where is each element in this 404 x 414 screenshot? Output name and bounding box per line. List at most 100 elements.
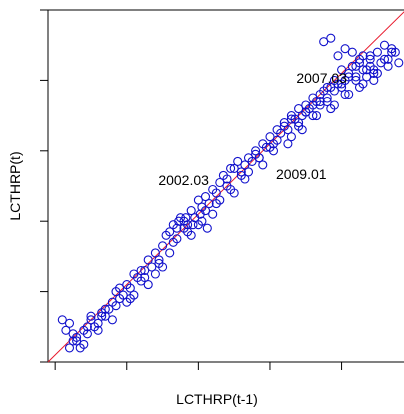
reference-line — [47, 11, 404, 363]
data-point — [261, 142, 271, 152]
annotation-label: 2007.03 — [296, 70, 347, 86]
data-point — [211, 199, 221, 209]
data-point — [215, 177, 225, 188]
data-point — [82, 329, 92, 339]
data-point — [337, 82, 347, 92]
data-point — [387, 47, 397, 57]
data-point — [143, 280, 153, 290]
data-point — [354, 54, 365, 64]
data-point — [240, 174, 250, 184]
annotation-label: 2002.03 — [158, 172, 209, 188]
annotation-label: 2009.01 — [276, 166, 327, 182]
data-point — [111, 301, 121, 311]
data-point — [150, 269, 160, 279]
data-point — [390, 47, 400, 57]
plot-area — [47, 11, 404, 363]
data-point — [358, 65, 368, 75]
data-point — [369, 68, 379, 78]
data-point — [308, 111, 318, 121]
data-point — [222, 174, 232, 184]
data-point — [243, 167, 254, 177]
data-point — [268, 146, 279, 156]
data-point — [61, 325, 71, 335]
data-point — [344, 89, 354, 100]
data-point — [283, 139, 293, 149]
data-point — [125, 283, 135, 293]
data-point — [333, 51, 343, 61]
data-point — [226, 184, 236, 195]
data-point — [195, 209, 205, 219]
data-point — [93, 325, 103, 335]
data-point — [351, 61, 361, 71]
data-point — [97, 311, 107, 321]
data-point — [311, 111, 322, 121]
data-point — [347, 61, 357, 71]
data-point — [64, 343, 75, 353]
data-point — [369, 65, 379, 75]
data-points — [57, 33, 404, 353]
data-point — [168, 237, 178, 247]
data-point — [158, 241, 168, 251]
x-axis-label: LCTHRP(t-1) — [176, 391, 258, 407]
data-point — [111, 287, 121, 297]
data-point — [358, 79, 368, 89]
data-point — [86, 311, 96, 321]
data-point — [315, 96, 325, 107]
data-point — [351, 75, 361, 85]
data-point — [308, 100, 318, 110]
data-point — [240, 160, 250, 170]
data-point — [369, 75, 379, 85]
data-point — [254, 153, 264, 163]
data-point — [82, 322, 92, 332]
axis-ticks — [40, 9, 343, 370]
data-point — [326, 33, 336, 43]
data-point — [147, 262, 157, 272]
data-point — [322, 96, 332, 107]
data-point — [247, 156, 257, 166]
data-point — [265, 132, 275, 142]
data-point — [208, 209, 218, 219]
data-point — [319, 37, 329, 47]
data-point — [337, 65, 347, 75]
data-point — [200, 192, 211, 202]
data-point — [226, 163, 236, 173]
data-point — [258, 160, 268, 170]
data-point — [100, 304, 110, 314]
data-point — [294, 104, 304, 114]
data-point — [379, 40, 390, 50]
data-point — [136, 276, 146, 286]
data-point — [86, 315, 96, 325]
data-point — [394, 58, 404, 68]
data-point — [72, 336, 82, 346]
data-point — [372, 47, 382, 57]
data-point — [211, 188, 221, 198]
data-point — [64, 318, 75, 328]
data-point — [57, 315, 67, 325]
data-point — [286, 114, 296, 124]
data-point — [186, 206, 196, 216]
data-point — [104, 304, 114, 314]
data-point — [107, 315, 117, 325]
data-point — [165, 227, 175, 237]
data-point — [340, 44, 350, 54]
data-point — [279, 121, 289, 131]
data-point — [93, 318, 103, 328]
data-point — [143, 255, 153, 265]
data-point — [118, 290, 128, 300]
data-point — [165, 248, 175, 258]
data-point — [140, 265, 150, 276]
data-point — [183, 227, 193, 237]
data-point — [202, 223, 212, 233]
data-point — [322, 82, 332, 92]
data-point — [279, 118, 289, 128]
data-point — [329, 86, 339, 96]
data-point — [337, 79, 347, 89]
data-point — [315, 100, 325, 110]
data-point — [204, 199, 214, 209]
data-point — [383, 54, 393, 64]
data-point — [251, 146, 261, 156]
data-point — [329, 100, 339, 110]
data-point — [365, 54, 375, 64]
data-point — [79, 339, 89, 349]
